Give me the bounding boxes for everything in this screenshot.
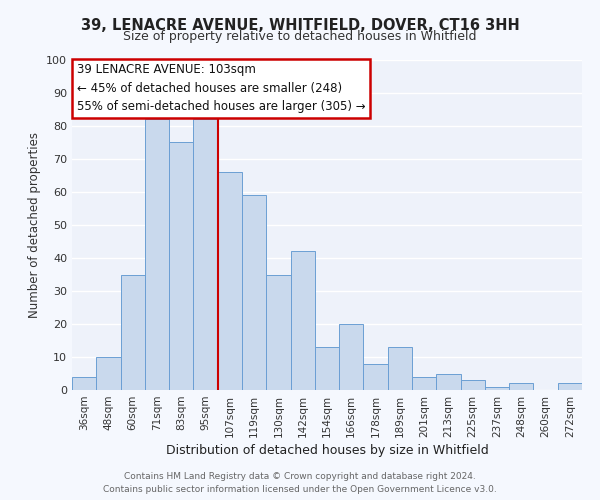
Bar [461,380,485,390]
Bar [72,377,96,390]
Bar [145,120,169,390]
Text: 39 LENACRE AVENUE: 103sqm
← 45% of detached houses are smaller (248)
55% of semi: 39 LENACRE AVENUE: 103sqm ← 45% of detac… [77,64,366,114]
Bar [290,252,315,390]
Bar [436,374,461,390]
Bar [121,274,145,390]
Text: 39, LENACRE AVENUE, WHITFIELD, DOVER, CT16 3HH: 39, LENACRE AVENUE, WHITFIELD, DOVER, CT… [80,18,520,32]
Bar [339,324,364,390]
Bar [388,347,412,390]
Bar [485,386,509,390]
Y-axis label: Number of detached properties: Number of detached properties [28,132,41,318]
Bar [242,196,266,390]
Bar [193,120,218,390]
Text: Size of property relative to detached houses in Whitfield: Size of property relative to detached ho… [123,30,477,43]
Bar [218,172,242,390]
Text: Contains HM Land Registry data © Crown copyright and database right 2024.
Contai: Contains HM Land Registry data © Crown c… [103,472,497,494]
Bar [96,357,121,390]
Bar [364,364,388,390]
X-axis label: Distribution of detached houses by size in Whitfield: Distribution of detached houses by size … [166,444,488,457]
Bar [412,377,436,390]
Bar [315,347,339,390]
Bar [169,142,193,390]
Bar [266,274,290,390]
Bar [558,384,582,390]
Bar [509,384,533,390]
